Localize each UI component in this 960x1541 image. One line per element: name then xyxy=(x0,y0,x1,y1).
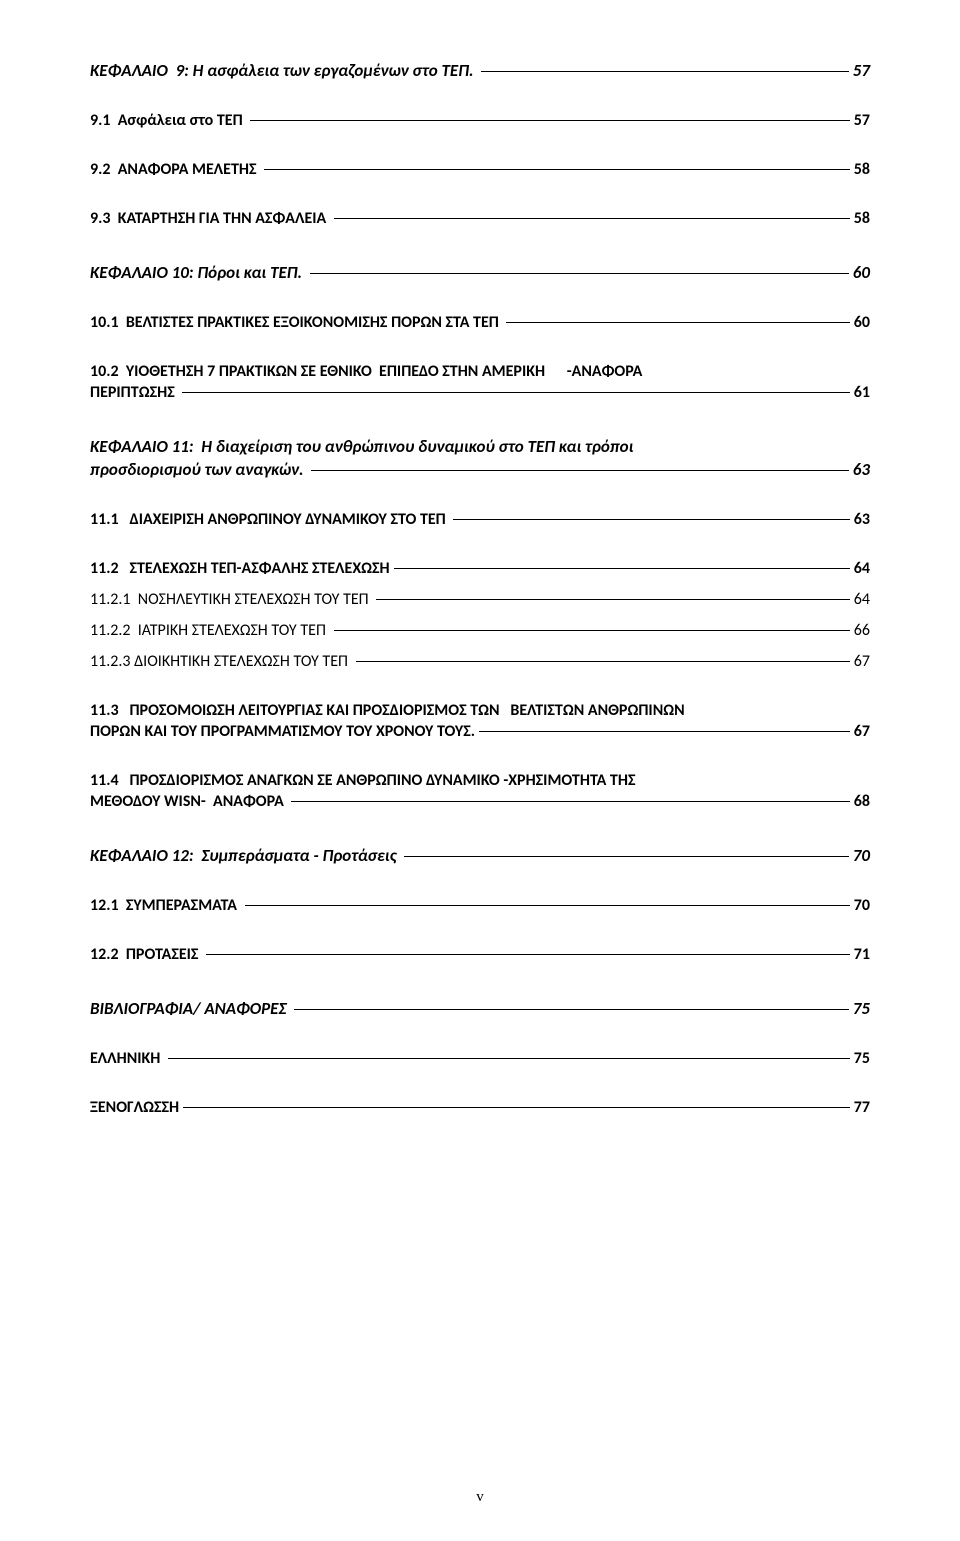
toc-entry: ΚΕΦΑΛΑΙΟ 10: Πόροι και ΤΕΠ. 60 xyxy=(90,262,870,283)
toc-leader xyxy=(334,218,850,219)
toc-page-number: 61 xyxy=(854,383,870,402)
toc-page-number: 58 xyxy=(854,209,870,228)
toc-label: 12.2 ΠΡΟΤΑΣΕΙΣ xyxy=(90,945,202,964)
toc-label: 11.2.2 ΙΑΤΡΙΚΗ ΣΤΕΛΕΧΩΣΗ ΤΟΥ ΤΕΠ xyxy=(90,621,330,640)
toc-page-number: 64 xyxy=(854,559,870,578)
toc-page-number: 63 xyxy=(854,510,870,529)
toc-label: ΚΕΦΑΛΑΙΟ 11: Η διαχείριση του ανθρώπινου… xyxy=(90,436,634,457)
toc-page-number: 75 xyxy=(854,1049,870,1068)
toc-entry: 10.1 ΒΕΛΤΙΣΤΕΣ ΠΡΑΚΤΙΚΕΣ ΕΞΟΙΚΟΝΟΜΙΣΗΣ Π… xyxy=(90,313,870,332)
toc-entry: 11.3 ΠΡΟΣΟΜΟΙΩΣΗ ΛΕΙΤΟΥΡΓΙΑΣ ΚΑΙ ΠΡΟΣΔΙΟ… xyxy=(90,701,870,720)
toc-label: 9.1 Ασφάλεια στο ΤΕΠ xyxy=(90,111,246,130)
toc-label: ΠΟΡΩΝ ΚΑΙ ΤΟΥ ΠΡΟΓΡΑΜΜΑΤΙΣΜΟΥ ΤΟΥ ΧΡΟΝΟΥ… xyxy=(90,722,475,741)
toc-label: 11.4 ΠΡΟΣΔΙΟΡΙΣΜΟΣ ΑΝΑΓΚΩΝ ΣΕ ΑΝΘΡΩΠΙΝΟ … xyxy=(90,771,635,790)
toc-label: 10.1 ΒΕΛΤΙΣΤΕΣ ΠΡΑΚΤΙΚΕΣ ΕΞΟΙΚΟΝΟΜΙΣΗΣ Π… xyxy=(90,313,502,332)
toc-page-number: 68 xyxy=(854,792,870,811)
toc-label: προσδιορισμού των αναγκών. xyxy=(90,459,307,480)
toc-label: ΜΕΘΟΔΟΥ WISN- ΑΝΑΦΟΡΑ xyxy=(90,792,287,811)
toc-label: 10.2 ΥΙΟΘΕΤΗΣΗ 7 ΠΡΑΚΤΙΚΩΝ ΣΕ ΕΘΝΙΚΟ ΕΠΙ… xyxy=(90,362,642,381)
toc-entry: 11.2.1 ΝΟΣΗΛΕΥΤΙΚΗ ΣΤΕΛΕΧΩΣΗ ΤΟΥ ΤΕΠ 64 xyxy=(90,590,870,609)
toc-leader xyxy=(294,1009,849,1010)
toc-label: 9.2 ΑΝΑΦΟΡΑ ΜΕΛΕΤΗΣ xyxy=(90,160,260,179)
toc-page-number: 57 xyxy=(853,60,870,81)
toc-entry: 11.1 ΔΙΑΧΕΊΡΙΣΗ ΑΝΘΡΏΠΙΝΟΥ ΔΥΝΑΜΙΚΟΎ ΣΤΟ… xyxy=(90,510,870,529)
toc-label: 11.2.3 ΔΙΟΙΚΗΤΙΚΗ ΣΤΕΛΕΧΩΣΗ ΤΟΥ ΤΕΠ xyxy=(90,652,352,671)
page-footer-roman: v xyxy=(0,1489,960,1506)
toc-entry: ΚΕΦΑΛΑΙΟ 12: Συμπεράσματα - Προτάσεις 70 xyxy=(90,845,870,866)
toc-page-number: 66 xyxy=(854,621,870,640)
toc-leader xyxy=(394,568,850,569)
toc-label: ΚΕΦΑΛΑΙΟ 12: Συμπεράσματα - Προτάσεις xyxy=(90,845,400,866)
toc-leader xyxy=(481,71,848,72)
toc-page-number: 67 xyxy=(854,652,870,671)
toc-entry: 9.3 ΚΑΤΑΡΤΗΣΗ ΓΙΑ ΤΗΝ ΑΣΦΑΛΕΙΑ 58 xyxy=(90,209,870,228)
toc-leader xyxy=(404,856,848,857)
toc-leader xyxy=(479,731,850,732)
toc-leader xyxy=(334,630,850,631)
toc-label: 11.1 ΔΙΑΧΕΊΡΙΣΗ ΑΝΘΡΏΠΙΝΟΥ ΔΥΝΑΜΙΚΟΎ ΣΤΟ… xyxy=(90,510,449,529)
toc-label: ΚΕΦΑΛΑΙΟ 9: Η ασφάλεια των εργαζομένων σ… xyxy=(90,60,477,81)
toc-leader xyxy=(182,392,849,393)
toc-page-number: 75 xyxy=(853,998,870,1019)
toc-entry: προσδιορισμού των αναγκών. 63 xyxy=(90,459,870,480)
toc-entry: 11.4 ΠΡΟΣΔΙΟΡΙΣΜΟΣ ΑΝΑΓΚΩΝ ΣΕ ΑΝΘΡΩΠΙΝΟ … xyxy=(90,771,870,790)
toc-page-number: 57 xyxy=(854,111,870,130)
toc-leader xyxy=(250,120,849,121)
toc-label: 9.3 ΚΑΤΑΡΤΗΣΗ ΓΙΑ ΤΗΝ ΑΣΦΑΛΕΙΑ xyxy=(90,209,330,228)
toc-label: 11.2 ΣΤΕΛΕΧΩΣΗ ΤΕΠ-ΑΣΦΑΛΗΣ ΣΤΕΛΕΧΩΣΗ xyxy=(90,559,390,578)
toc-page-number: 60 xyxy=(854,313,870,332)
toc-leader xyxy=(311,470,848,471)
toc-page-number: 60 xyxy=(853,262,870,283)
toc-entry: 11.2.2 ΙΑΤΡΙΚΗ ΣΤΕΛΕΧΩΣΗ ΤΟΥ ΤΕΠ 66 xyxy=(90,621,870,640)
toc-leader xyxy=(291,801,849,802)
toc-entry: ΜΕΘΟΔΟΥ WISN- ΑΝΑΦΟΡΑ 68 xyxy=(90,792,870,811)
toc-page-number: 70 xyxy=(854,896,870,915)
toc-leader xyxy=(453,519,849,520)
toc-page-number: 77 xyxy=(854,1098,870,1117)
toc-label: ΠΕΡΙΠΤΩΣΗΣ xyxy=(90,383,178,402)
toc-entry: ΕΛΛΗΝΙΚΗ 75 xyxy=(90,1049,870,1068)
toc-label: ΞΕΝΟΓΛΩΣΣΗ xyxy=(90,1098,179,1117)
toc-page-number: 71 xyxy=(854,945,870,964)
toc-label: ΚΕΦΑΛΑΙΟ 10: Πόροι και ΤΕΠ. xyxy=(90,262,306,283)
toc-leader xyxy=(356,661,850,662)
toc-page-number: 64 xyxy=(854,590,870,609)
toc-page-number: 67 xyxy=(854,722,870,741)
toc-entry: 11.2.3 ΔΙΟΙΚΗΤΙΚΗ ΣΤΕΛΕΧΩΣΗ ΤΟΥ ΤΕΠ 67 xyxy=(90,652,870,671)
toc-leader xyxy=(245,905,850,906)
toc-entry: ΞΕΝΟΓΛΩΣΣΗ 77 xyxy=(90,1098,870,1117)
toc-entry: 9.2 ΑΝΑΦΟΡΑ ΜΕΛΕΤΗΣ 58 xyxy=(90,160,870,179)
toc-label: 12.1 ΣΥΜΠΕΡΆΣΜΑΤΑ xyxy=(90,896,241,915)
toc-leader xyxy=(264,169,850,170)
toc-leader xyxy=(506,322,849,323)
toc-label: ΒΙΒΛΙΟΓΡΑΦΙΑ/ ΑΝΑΦΟΡΕΣ xyxy=(90,998,290,1019)
toc-entry: ΒΙΒΛΙΟΓΡΑΦΙΑ/ ΑΝΑΦΟΡΕΣ 75 xyxy=(90,998,870,1019)
toc-page-number: 63 xyxy=(853,459,870,480)
toc-leader xyxy=(183,1107,850,1108)
toc-leader xyxy=(376,599,850,600)
toc-entry: 11.2 ΣΤΕΛΕΧΩΣΗ ΤΕΠ-ΑΣΦΑΛΗΣ ΣΤΕΛΕΧΩΣΗ 64 xyxy=(90,559,870,578)
toc-page-number: 70 xyxy=(853,845,870,866)
toc-leader xyxy=(168,1058,850,1059)
toc-label: 11.3 ΠΡΟΣΟΜΟΙΩΣΗ ΛΕΙΤΟΥΡΓΙΑΣ ΚΑΙ ΠΡΟΣΔΙΟ… xyxy=(90,701,685,720)
toc-entry: ΚΕΦΑΛΑΙΟ 9: Η ασφάλεια των εργαζομένων σ… xyxy=(90,60,870,81)
toc-entry: 10.2 ΥΙΟΘΕΤΗΣΗ 7 ΠΡΑΚΤΙΚΩΝ ΣΕ ΕΘΝΙΚΟ ΕΠΙ… xyxy=(90,362,870,381)
toc-entry: ΚΕΦΑΛΑΙΟ 11: Η διαχείριση του ανθρώπινου… xyxy=(90,436,870,457)
toc-entry: 12.1 ΣΥΜΠΕΡΆΣΜΑΤΑ 70 xyxy=(90,896,870,915)
toc-label: 11.2.1 ΝΟΣΗΛΕΥΤΙΚΗ ΣΤΕΛΕΧΩΣΗ ΤΟΥ ΤΕΠ xyxy=(90,590,372,609)
table-of-contents: ΚΕΦΑΛΑΙΟ 9: Η ασφάλεια των εργαζομένων σ… xyxy=(90,60,870,1117)
toc-entry: 12.2 ΠΡΟΤΑΣΕΙΣ 71 xyxy=(90,945,870,964)
toc-leader xyxy=(206,954,850,955)
toc-entry: ΠΕΡΙΠΤΩΣΗΣ 61 xyxy=(90,383,870,402)
toc-page-number: 58 xyxy=(854,160,870,179)
toc-label: ΕΛΛΗΝΙΚΗ xyxy=(90,1049,164,1068)
toc-entry: 9.1 Ασφάλεια στο ΤΕΠ 57 xyxy=(90,111,870,130)
toc-leader xyxy=(310,273,849,274)
toc-entry: ΠΟΡΩΝ ΚΑΙ ΤΟΥ ΠΡΟΓΡΑΜΜΑΤΙΣΜΟΥ ΤΟΥ ΧΡΟΝΟΥ… xyxy=(90,722,870,741)
